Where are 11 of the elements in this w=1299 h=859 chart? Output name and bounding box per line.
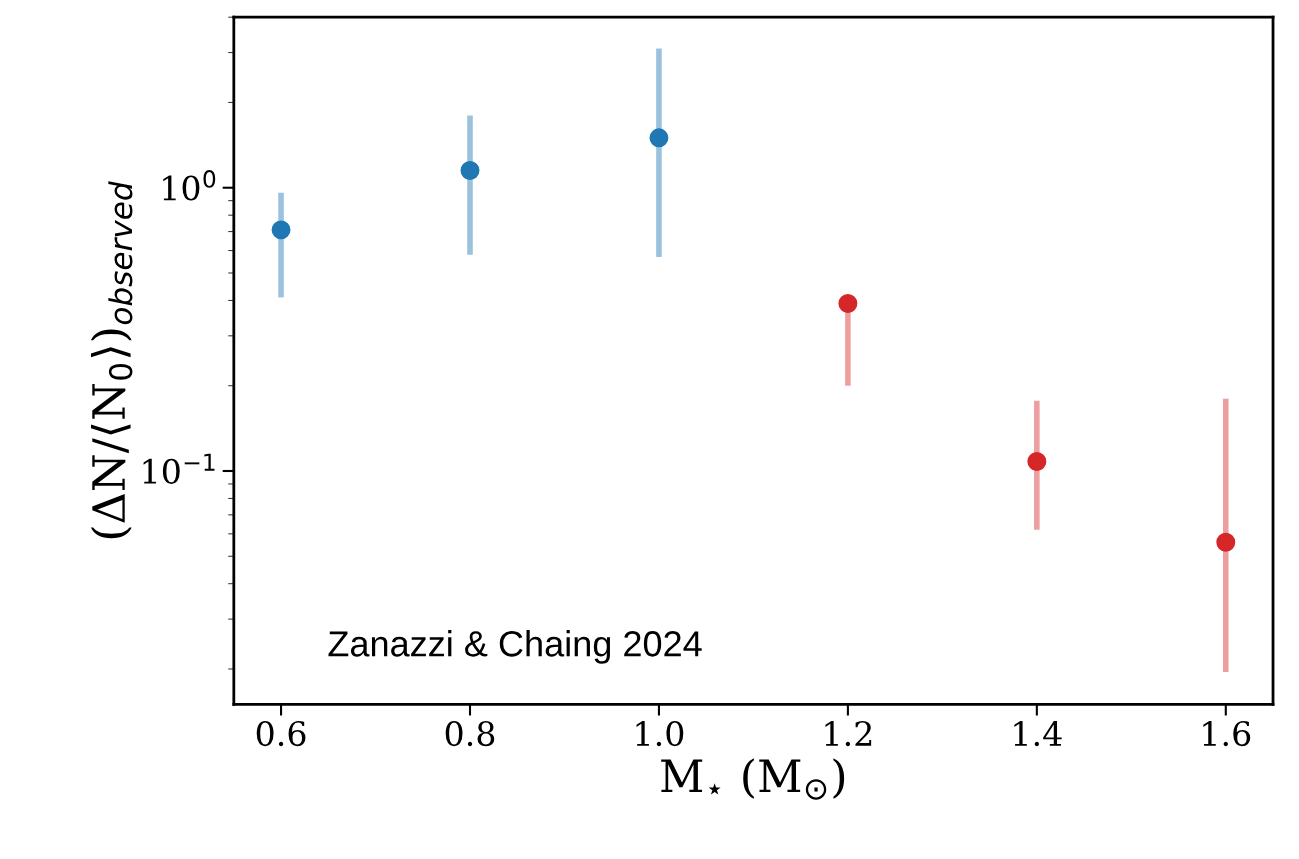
x-tick-label: 1.2 bbox=[825, 720, 872, 747]
y-axis-title: (ΔN/⟨N$_{0}$⟩)$_{observed}$ bbox=[90, 181, 133, 539]
y-tick-label: 10$^{−1}$ bbox=[143, 453, 215, 484]
x-tick-label: 0.8 bbox=[445, 720, 495, 747]
x-tick-label: 1.6 bbox=[1203, 720, 1251, 747]
x-tick-label: 0.6 bbox=[256, 720, 306, 747]
y-tick-label: 10$^{0}$ bbox=[163, 170, 216, 201]
x-tick-label: 1.0 bbox=[636, 720, 684, 747]
x-tick-label: 1.4 bbox=[1014, 720, 1062, 747]
annotation: Zanazzi & Chaing 2024 bbox=[328, 630, 702, 664]
x-axis-title: M$_{⋆}$ (M$_{⊙}$) bbox=[661, 758, 845, 800]
